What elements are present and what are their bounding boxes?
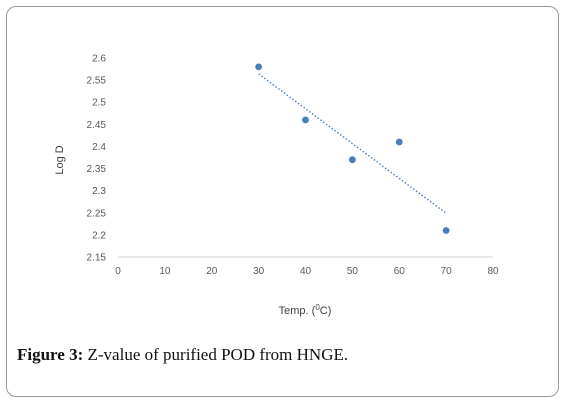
y-tick-label: 2.55 — [87, 76, 107, 87]
x-tick-label: 0 — [115, 266, 121, 277]
data-point — [348, 156, 356, 164]
x-tick-label: 80 — [487, 266, 499, 277]
x-tick-label: 20 — [206, 266, 218, 277]
y-tick-label: 2.2 — [92, 230, 106, 241]
x-tick-label: 40 — [300, 266, 312, 277]
y-tick-label: 2.5 — [92, 98, 106, 109]
x-tick-label: 10 — [159, 266, 171, 277]
y-tick-label: 2.35 — [87, 164, 107, 175]
y-tick-label: 2.4 — [92, 142, 106, 153]
y-tick-label: 2.45 — [87, 120, 107, 131]
y-tick-label: 2.25 — [87, 208, 107, 219]
x-tick-label: 30 — [253, 266, 265, 277]
data-points — [255, 63, 450, 234]
data-point — [255, 63, 263, 71]
x-tick-label: 60 — [394, 266, 406, 277]
x-axis-ticks: 0 10 20 30 40 50 60 70 80 — [115, 266, 499, 277]
data-point — [395, 138, 403, 146]
x-axis-title-superscript: 0 — [315, 303, 320, 312]
x-axis-title: Temp. (0C) — [279, 303, 332, 317]
x-axis-title-prefix: Temp. ( — [279, 305, 316, 317]
y-axis-title: Log D — [54, 145, 66, 174]
data-point — [442, 227, 450, 234]
scatter-chart: 0 10 20 30 40 50 60 70 80 2.152.22.252.32.352.42… — [54, 54, 499, 318]
x-tick-label: 50 — [347, 266, 359, 277]
x-axis-title-suffix: C) — [320, 305, 332, 317]
data-point — [302, 116, 309, 124]
x-tick-label: 70 — [441, 266, 453, 277]
trendline — [258, 73, 447, 214]
figure-caption: Figure 3: Z-value of purified POD from H… — [17, 345, 348, 365]
caption-text: Z-value of purified POD from HNGE. — [83, 345, 349, 364]
y-axis-ticks: 2.15 2.2 2.25 2.3 2.35 2.4 2.45 2.5 2.55 2.6 — [87, 54, 107, 264]
y-tick-label: 2.15 — [87, 253, 107, 264]
figure-frame — [6, 6, 559, 397]
y-tick-label: 2.3 — [92, 186, 106, 197]
caption-label: Figure 3: — [17, 345, 84, 364]
y-tick-label: 2.6 — [92, 54, 106, 65]
